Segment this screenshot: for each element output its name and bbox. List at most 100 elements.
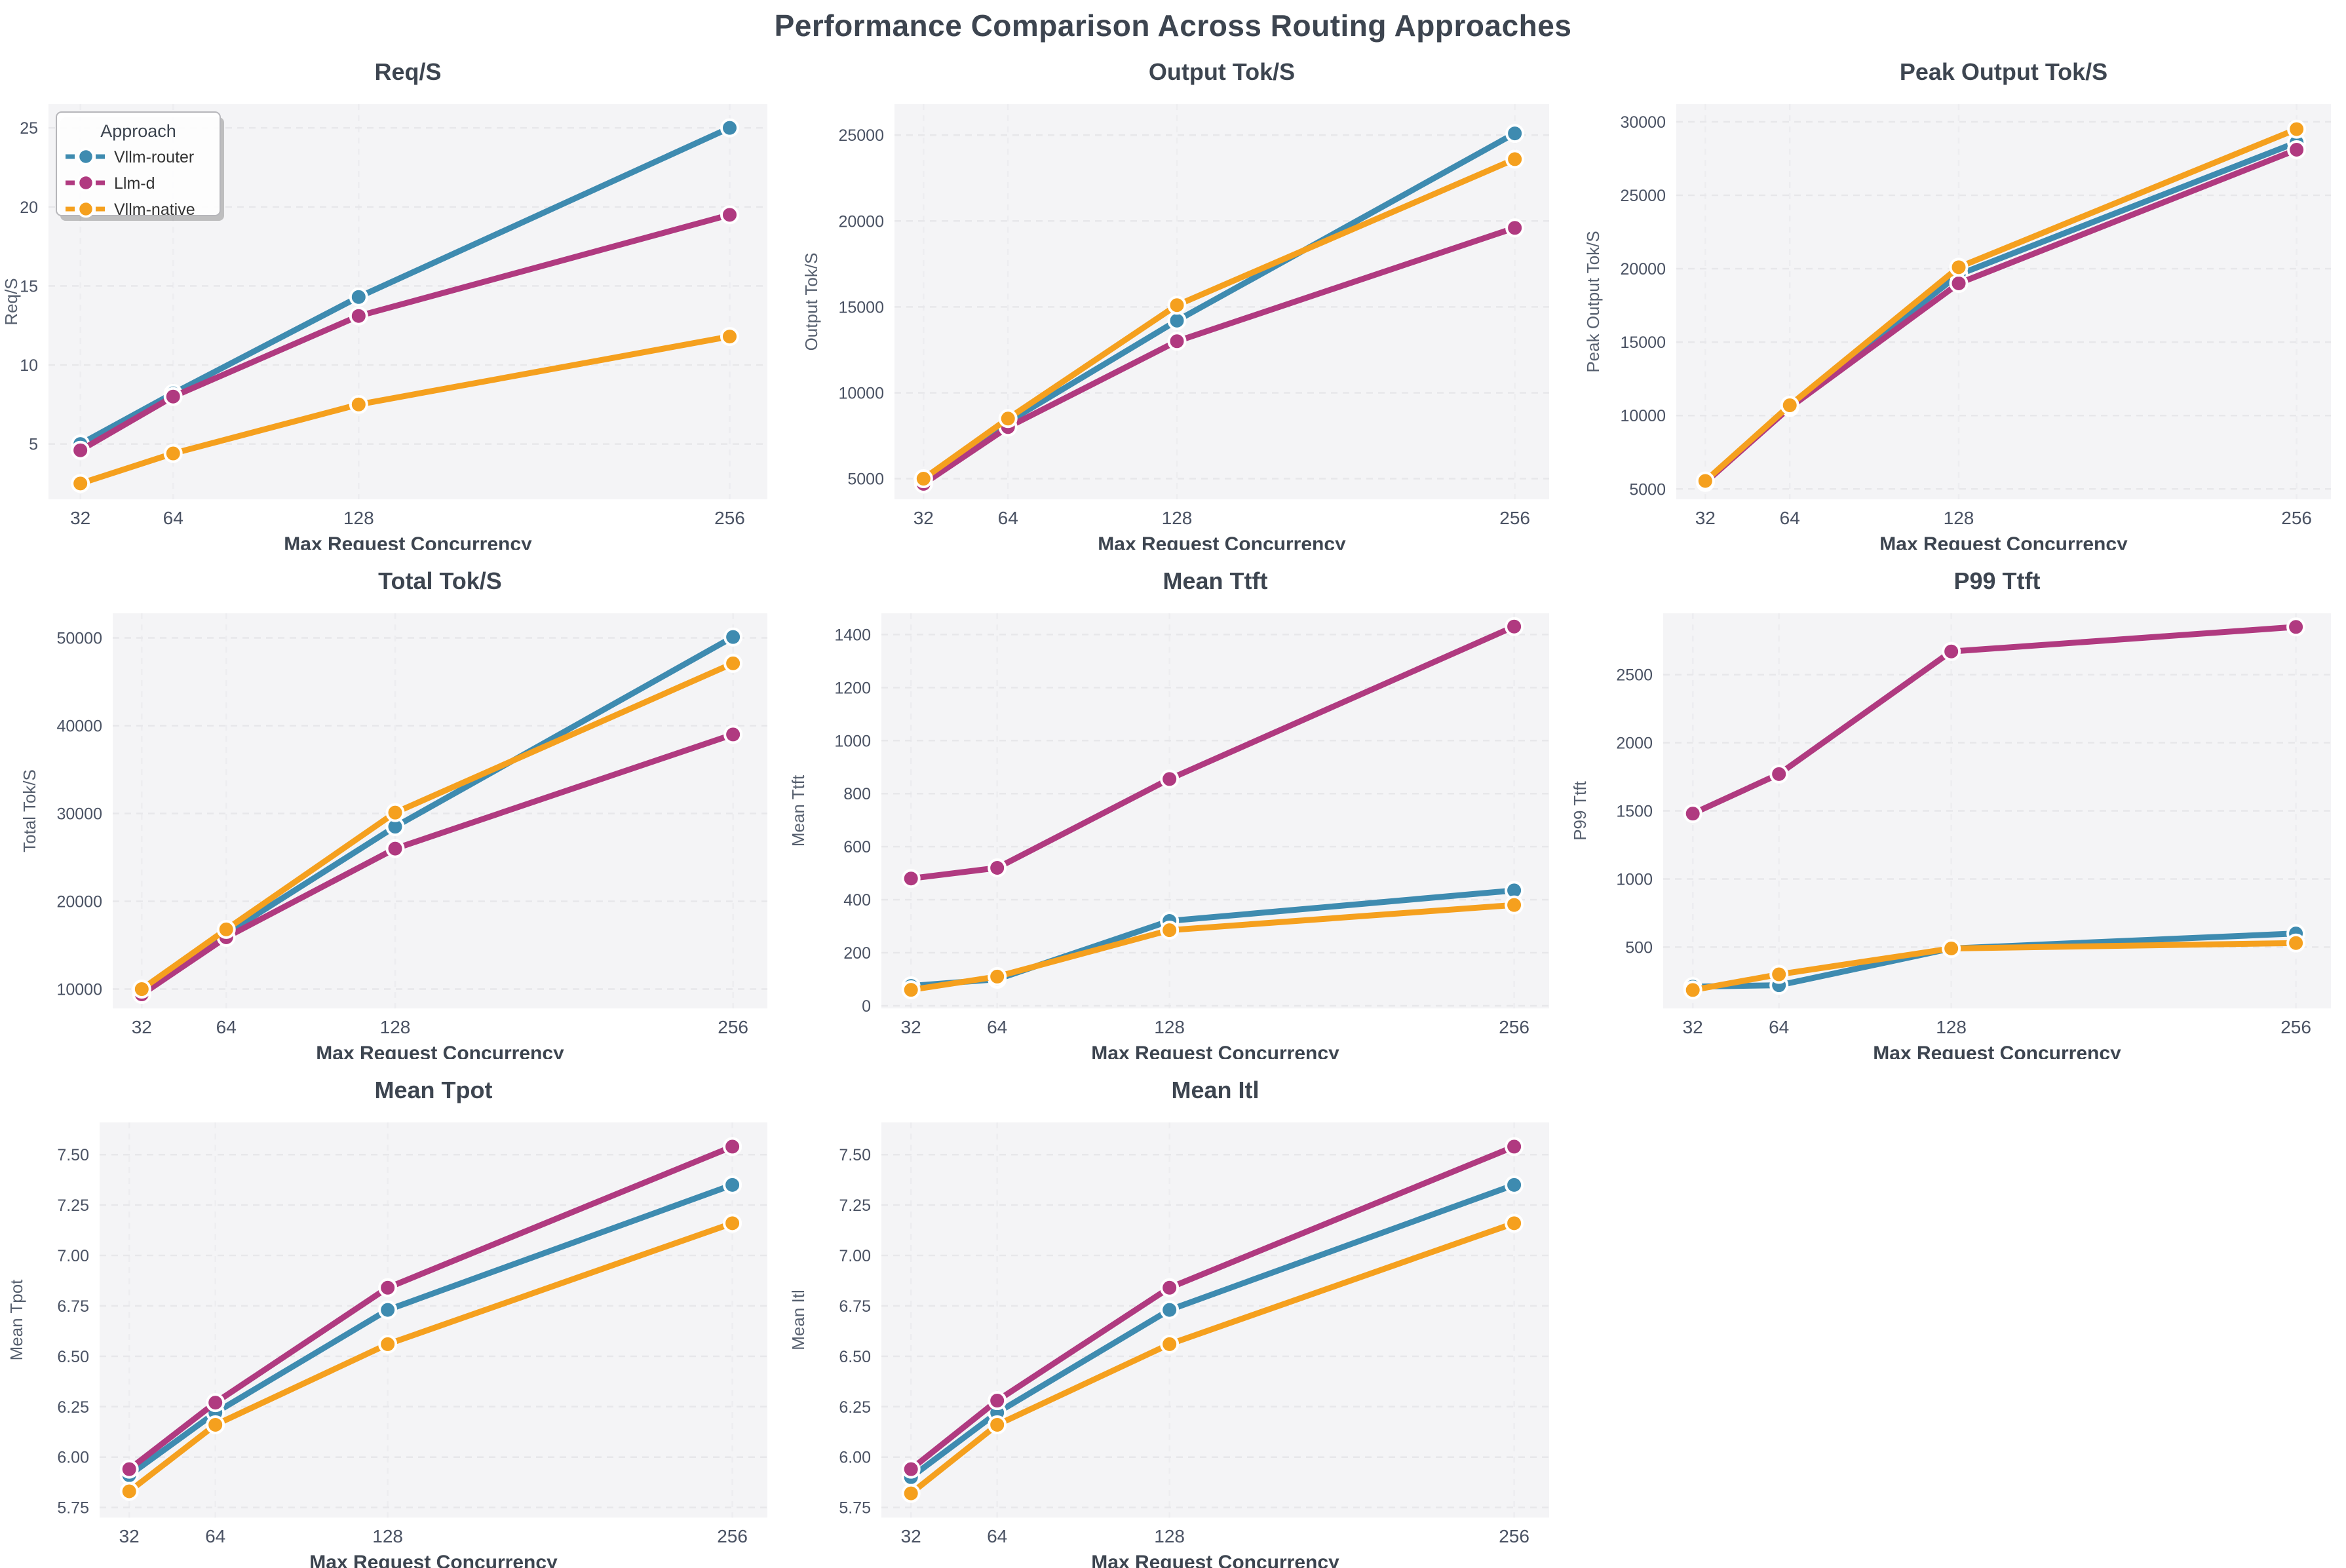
data-point-llm-d	[1160, 769, 1180, 789]
x-tick-label: 128	[1162, 508, 1193, 528]
y-axis-label: Mean Ttft	[788, 774, 808, 847]
y-tick-label: 10	[20, 356, 38, 375]
chart-canvas-mean-tpot: 5.75 6.00 6.25 6.50 6.75 7.00 7.25 7.50 32 64 128 2…	[7, 1077, 767, 1568]
data-point-llm-d	[723, 1137, 742, 1157]
data-point-vllm-native	[988, 966, 1007, 986]
y-tick-label: 200	[843, 944, 871, 963]
x-tick-label: 64	[216, 1017, 237, 1037]
y-axis-label: Mean Tpot	[7, 1279, 26, 1361]
y-tick-label: 6.00	[839, 1449, 871, 1467]
x-tick-label: 64	[987, 1526, 1007, 1546]
subplot-p99-ttft: 500 1000 1500 2000 2500 32 64 128 256 P99 Ttft P99…	[1564, 550, 2345, 1059]
x-axis-label: Max Request Concurrency	[1098, 533, 1346, 550]
x-axis-label: Max Request Concurrency	[1091, 1552, 1339, 1568]
data-point-llm-d	[1505, 218, 1525, 238]
legend: Approach Vllm-router Llm-d Vllm-native	[56, 111, 224, 221]
data-point-vllm-native	[2286, 933, 2306, 953]
y-tick-label: 600	[843, 838, 871, 856]
y-tick-label: 6.25	[839, 1398, 871, 1417]
y-tick-label: 2000	[1616, 735, 1653, 753]
y-tick-label: 5	[29, 436, 38, 454]
y-tick-label: 20000	[1620, 260, 1666, 278]
x-axis-label: Max Request Concurrency	[316, 1042, 564, 1059]
y-tick-label: 7.00	[839, 1247, 871, 1265]
data-point-llm-d	[1160, 1278, 1180, 1297]
data-point-vllm-native	[1695, 471, 1715, 491]
x-tick-label: 128	[1944, 508, 1974, 528]
series-line-vllm-native	[1702, 126, 2300, 484]
y-axis-label: Mean Itl	[788, 1290, 808, 1350]
x-tick-label: 32	[1683, 1017, 1703, 1037]
y-tick-label: 7.50	[839, 1146, 871, 1164]
x-tick-label: 32	[70, 508, 90, 528]
y-tick-label: 20	[20, 199, 38, 217]
x-tick-label: 32	[913, 508, 934, 528]
subplot-output-tok-s: 5000 10000 15000 20000 25000 32 64 128 256 Output…	[782, 41, 1564, 550]
chart-canvas-peak-output-tok-s: 5000 10000 15000 20000 25000 30000 32 64 128 256 P…	[1583, 58, 2331, 550]
x-tick-label: 128	[1154, 1526, 1185, 1546]
x-tick-label: 256	[2281, 508, 2312, 528]
x-tick-label: 256	[714, 508, 745, 528]
data-point-llm-d	[988, 1391, 1007, 1411]
y-axis-label: P99 Ttft	[1570, 780, 1590, 840]
y-axis-label: Output Tok/S	[801, 253, 821, 351]
data-point-vllm-router	[349, 287, 368, 307]
data-point-vllm-native	[1167, 296, 1187, 315]
x-tick-label: 256	[717, 1526, 748, 1546]
x-tick-label: 256	[1499, 508, 1530, 528]
series-line-vllm-router	[126, 1181, 736, 1478]
legend-label-llm-d: Llm-d	[114, 174, 155, 193]
data-point-vllm-router	[1160, 1300, 1180, 1320]
data-point-llm-d	[1949, 273, 1969, 293]
y-axis-label: Req/S	[1, 278, 21, 325]
y-tick-label: 2500	[1616, 666, 1653, 685]
y-tick-label: 10000	[1620, 407, 1666, 425]
y-axis-label: Peak Output Tok/S	[1583, 231, 1603, 372]
legend-label-vllm-router: Vllm-router	[114, 148, 194, 166]
chart-canvas-p99-ttft: 500 1000 1500 2000 2500 32 64 128 256 P99 Ttft P99…	[1570, 567, 2331, 1059]
y-tick-label: 25	[20, 119, 38, 138]
data-point-vllm-native	[901, 1483, 921, 1503]
data-point-vllm-native	[2287, 119, 2307, 139]
series-line-vllm-native	[920, 156, 1518, 482]
y-tick-label: 7.50	[57, 1146, 89, 1164]
y-tick-label: 0	[862, 997, 871, 1016]
data-point-vllm-router	[1505, 124, 1525, 143]
chart-canvas-req-s: 5 10 15 20 25 32 64 128 256 Req/S Req/S Max Request…	[1, 58, 767, 550]
data-point-vllm-native	[1160, 1334, 1180, 1354]
y-tick-label: 6.75	[57, 1297, 89, 1316]
x-tick-label: 128	[380, 1017, 411, 1037]
data-point-llm-d	[723, 725, 743, 744]
y-tick-label: 1400	[834, 626, 871, 644]
data-point-vllm-native	[723, 653, 743, 673]
data-point-vllm-router	[1505, 1175, 1524, 1195]
data-point-llm-d	[2286, 617, 2306, 637]
subplot-mean-tpot: 5.75 6.00 6.25 6.50 6.75 7.00 7.25 7.50 32 64 128 2…	[0, 1059, 782, 1568]
data-point-llm-d	[1505, 617, 1524, 636]
series-line-vllm-native	[126, 1220, 736, 1495]
x-tick-label: 64	[1769, 1017, 1789, 1037]
x-tick-label: 256	[2280, 1017, 2311, 1037]
data-point-vllm-native	[71, 474, 90, 493]
data-point-vllm-native	[988, 1415, 1007, 1434]
y-tick-label: 6.50	[839, 1348, 871, 1366]
y-tick-label: 6.50	[57, 1348, 89, 1366]
y-tick-label: 6.00	[57, 1449, 89, 1467]
data-point-llm-d	[1505, 1137, 1524, 1157]
chart-canvas-total-tok-s: 10000 20000 30000 40000 50000 32 64 128 256 Total…	[20, 567, 767, 1059]
y-tick-label: 10000	[56, 981, 102, 999]
subplot-total-tok-s: 10000 20000 30000 40000 50000 32 64 128 256 Total…	[0, 550, 782, 1059]
y-tick-label: 5.75	[839, 1499, 871, 1518]
data-point-vllm-router	[723, 1175, 742, 1195]
chart-title: Mean Tpot	[375, 1077, 493, 1103]
page-title: Performance Comparison Across Routing Ap…	[774, 9, 1572, 43]
y-tick-label: 10000	[838, 384, 884, 402]
subplot-mean-itl: 5.75 6.00 6.25 6.50 6.75 7.00 7.25 7.50 32 64 128 2…	[782, 1059, 1564, 1568]
data-point-vllm-native	[385, 803, 405, 822]
subplot-peak-output-tok-s: 5000 10000 15000 20000 25000 30000 32 64 128 256 P…	[1564, 41, 2345, 550]
series-line-llm-d	[1689, 624, 2299, 817]
x-tick-label: 256	[1499, 1017, 1529, 1037]
plot-area	[881, 1122, 1549, 1518]
plot-area	[881, 613, 1549, 1008]
series-line-llm-d	[920, 225, 1518, 487]
